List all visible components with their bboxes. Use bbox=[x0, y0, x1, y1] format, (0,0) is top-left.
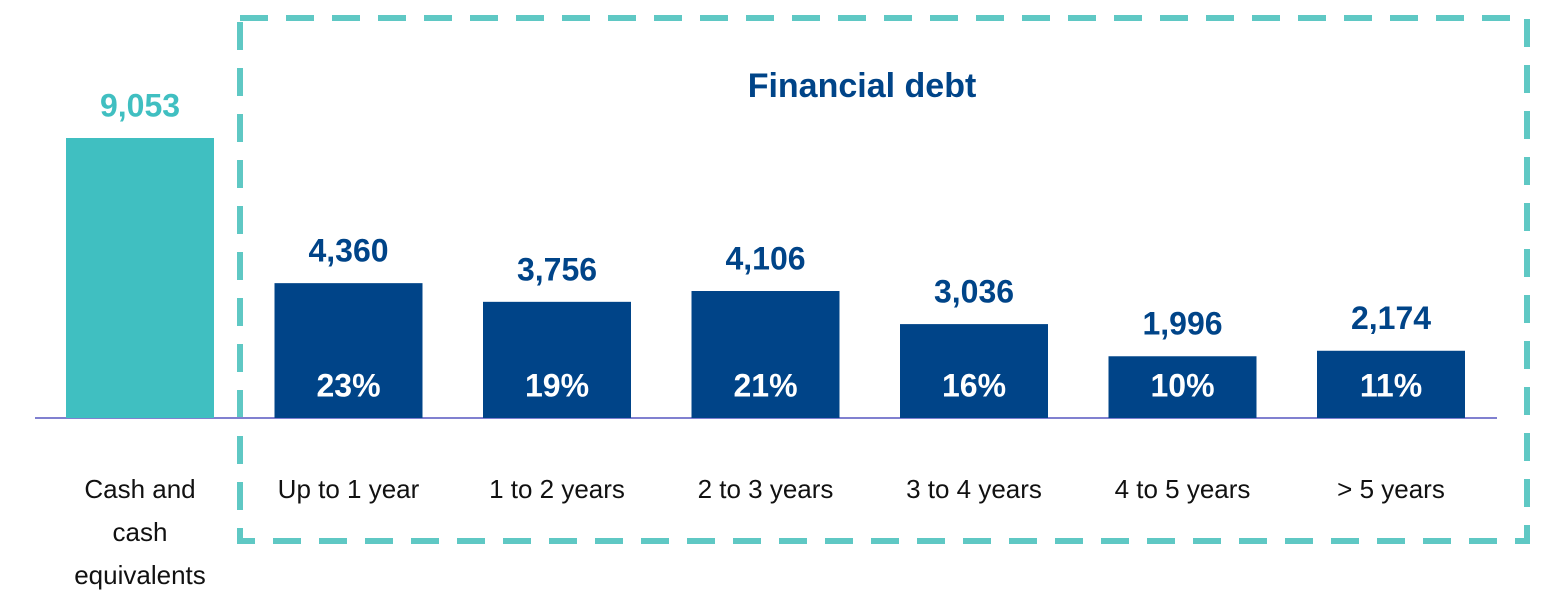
bar bbox=[900, 324, 1048, 418]
debt-frame bbox=[237, 15, 1530, 544]
value-label: 9,053 bbox=[100, 87, 180, 123]
bar bbox=[66, 138, 214, 418]
x-tick-label: 2 to 3 years bbox=[697, 474, 834, 504]
x-tick-label: Up to 1 year bbox=[277, 474, 420, 504]
share-label: 19% bbox=[525, 367, 589, 403]
value-label: 3,036 bbox=[934, 274, 1014, 310]
value-label: 4,360 bbox=[308, 233, 388, 269]
x-tick-label: Cash and cash equivalents bbox=[74, 474, 206, 590]
bar bbox=[1317, 350, 1465, 418]
bar bbox=[274, 283, 423, 418]
share-label: 16% bbox=[942, 367, 1006, 403]
x-tick-label: 3 to 4 years bbox=[906, 474, 1042, 504]
x-tick-label: > 5 years bbox=[1337, 474, 1445, 504]
x-tick-label: 1 to 2 years bbox=[489, 474, 625, 504]
share-label: 11% bbox=[1360, 367, 1422, 403]
share-label: 10% bbox=[1150, 367, 1214, 403]
chart-title: Financial debt bbox=[748, 67, 977, 105]
value-label: 3,756 bbox=[517, 251, 597, 287]
share-label: 23% bbox=[316, 367, 380, 403]
value-label: 2,174 bbox=[1351, 300, 1431, 336]
share-label: 21% bbox=[733, 367, 797, 403]
bar bbox=[691, 291, 840, 418]
value-label: 4,106 bbox=[725, 240, 805, 276]
bar bbox=[483, 301, 631, 418]
value-label: 1,996 bbox=[1142, 306, 1222, 342]
x-tick-label: 4 to 5 years bbox=[1114, 474, 1251, 504]
bar bbox=[1108, 356, 1257, 418]
